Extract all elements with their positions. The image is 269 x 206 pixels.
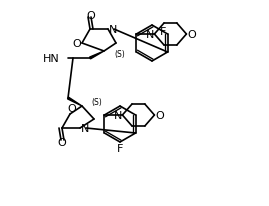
Text: N: N	[146, 30, 155, 40]
Text: (S): (S)	[114, 50, 125, 59]
Polygon shape	[68, 98, 82, 107]
Text: O: O	[187, 30, 196, 40]
Text: N: N	[81, 123, 89, 133]
Text: O: O	[58, 137, 66, 147]
Text: O: O	[87, 11, 95, 21]
Text: F: F	[160, 27, 166, 37]
Text: O: O	[68, 103, 76, 114]
Text: O: O	[155, 110, 164, 121]
Polygon shape	[90, 52, 104, 60]
Text: O: O	[73, 39, 82, 49]
Text: N: N	[109, 25, 117, 35]
Text: F: F	[117, 143, 123, 153]
Text: HN: HN	[43, 54, 60, 64]
Text: (S): (S)	[91, 98, 102, 107]
Text: N: N	[114, 110, 123, 121]
